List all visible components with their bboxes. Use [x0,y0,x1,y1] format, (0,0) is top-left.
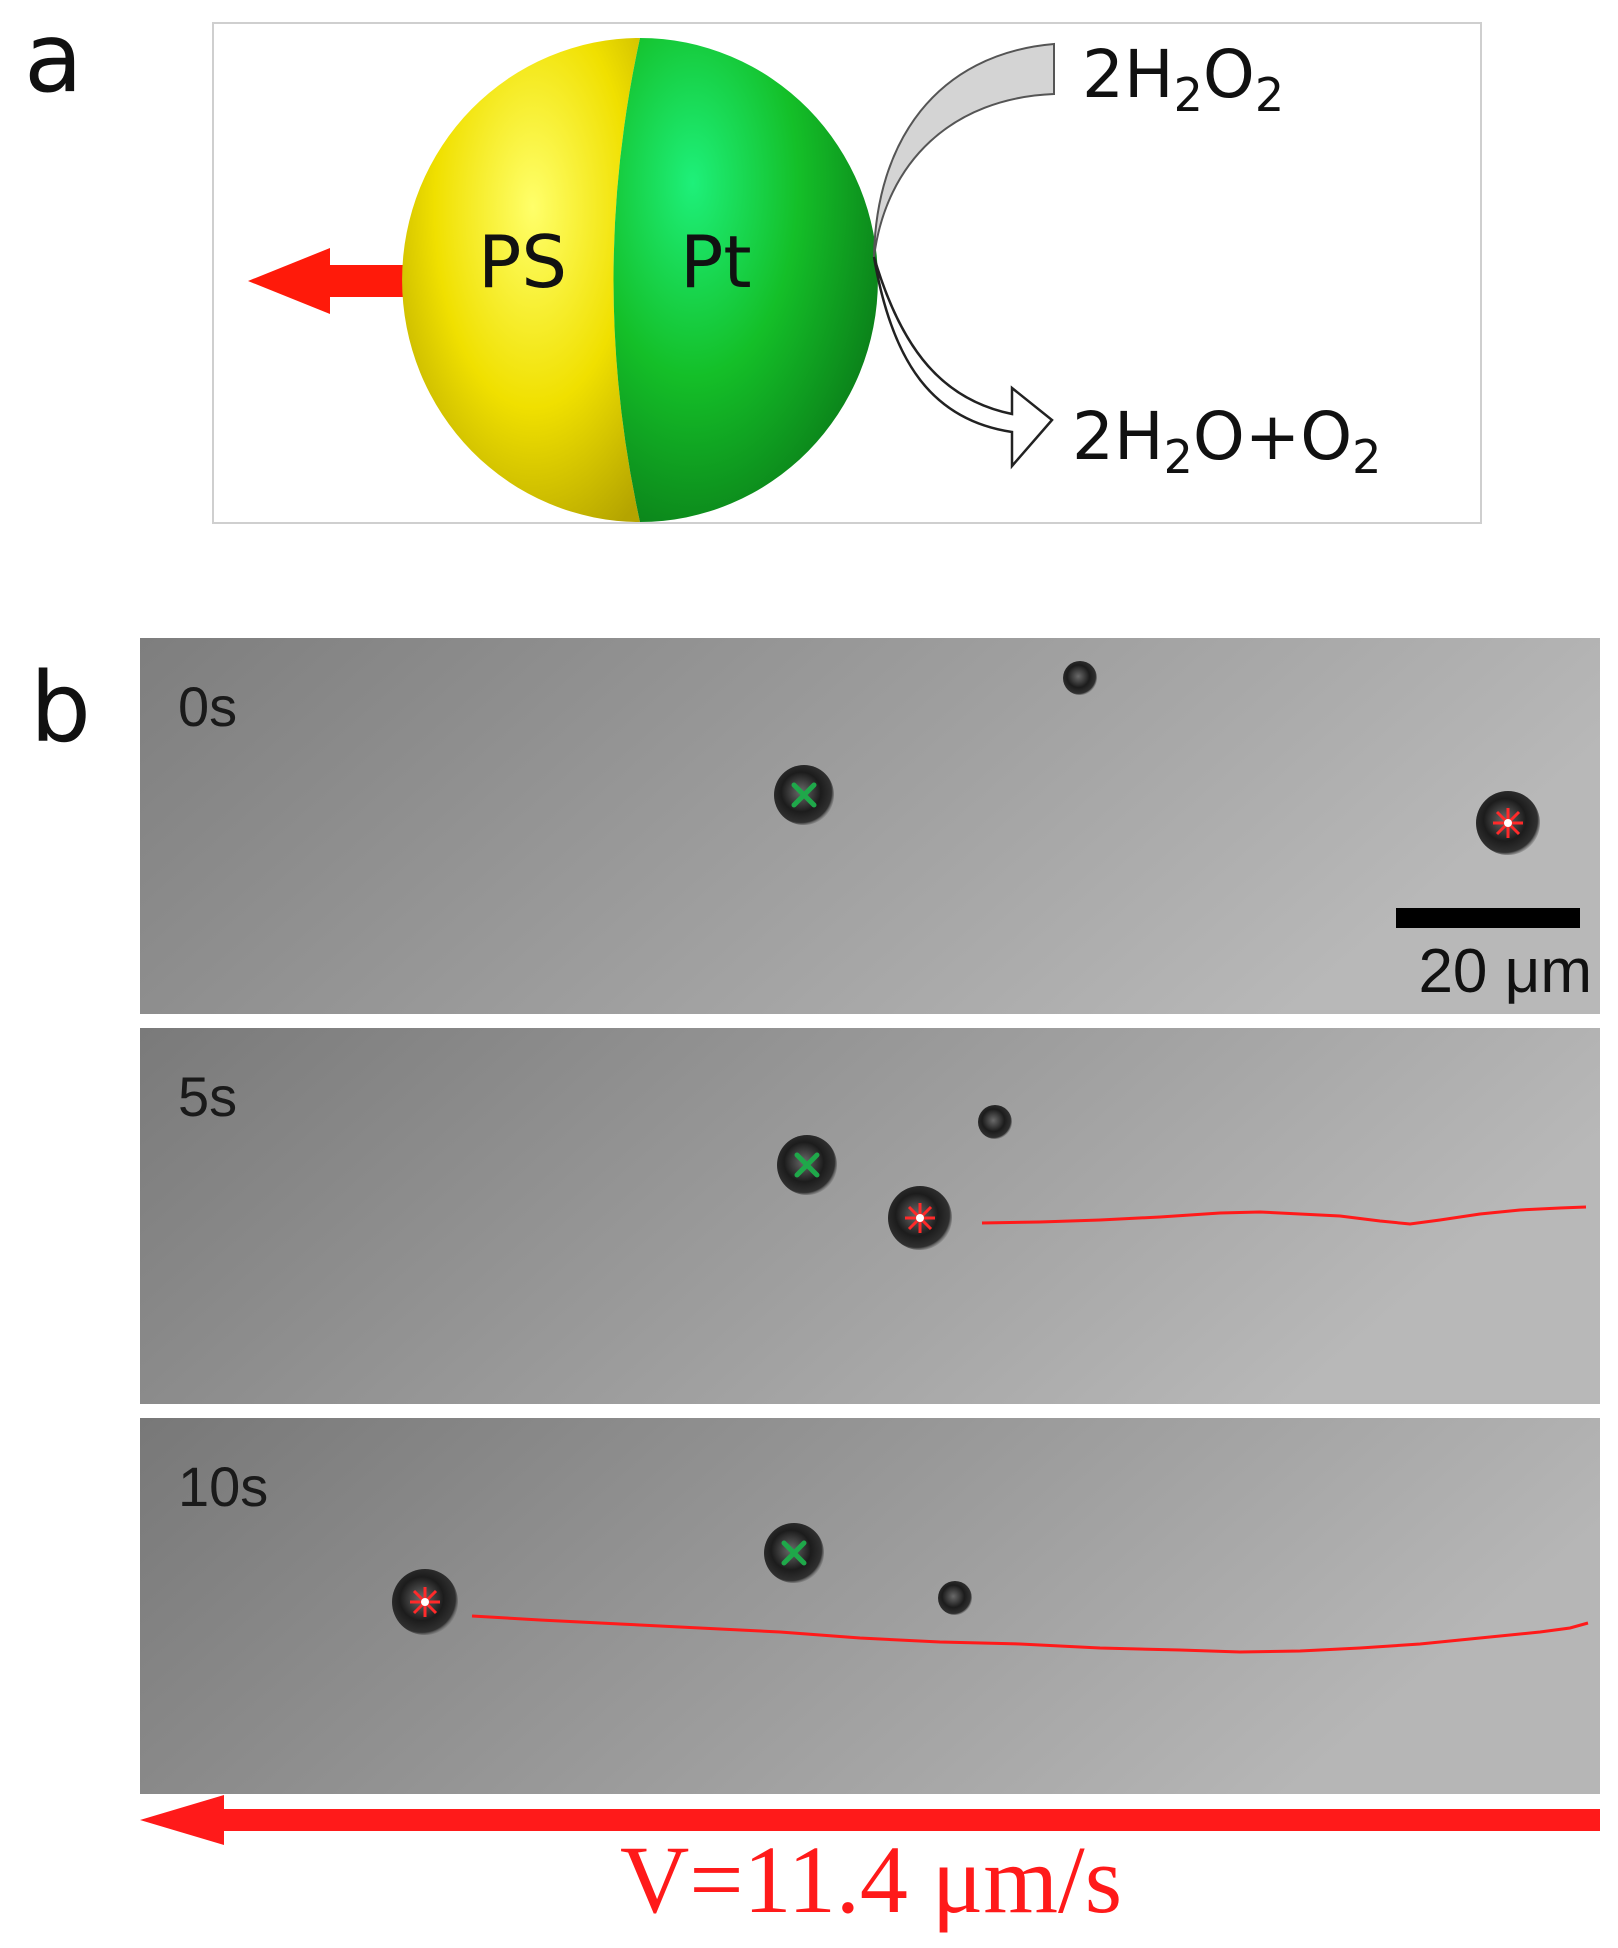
passive-bead [1063,661,1097,695]
panel-label-a: a [24,2,83,114]
trajectory-line [471,1614,1589,1654]
reactant-formula: 2H2O2 [1082,36,1285,122]
reference-marker-icon [794,1152,820,1178]
pt-label: Pt [680,220,752,304]
janus-particle-schematic [248,38,1055,522]
time-label-0s: 0s [178,675,238,738]
scale-bar-label: 20 μm [1418,937,1592,1006]
time-label-10s: 10s [178,1455,269,1518]
ps-hemisphere [402,38,640,522]
passive-bead [978,1105,1012,1139]
propulsion-arrow-icon [248,248,416,314]
reactant-arrow-icon [873,42,1055,258]
micrograph-frame-10s: 10s [140,1418,1600,1794]
ps-label: PS [478,220,568,304]
passive-bead [938,1581,972,1615]
reference-marker-icon [791,782,817,808]
velocity-arrow-icon [140,1795,1600,1845]
micrograph-frame-0s: 0s 20 μm [140,638,1600,1014]
pt-hemisphere [613,38,878,522]
panel-label-b: b [30,652,91,764]
velocity-label: V=11.4 μm/s [620,1826,1123,1933]
micrograph-frame-5s: 5s [140,1028,1600,1404]
trajectory-line [981,1205,1587,1226]
time-label-5s: 5s [178,1065,238,1128]
scale-bar [1396,908,1580,928]
product-arrow-icon [872,256,1054,470]
products-formula: 2H2O+O2 [1072,398,1382,484]
reference-marker-icon [781,1540,807,1566]
